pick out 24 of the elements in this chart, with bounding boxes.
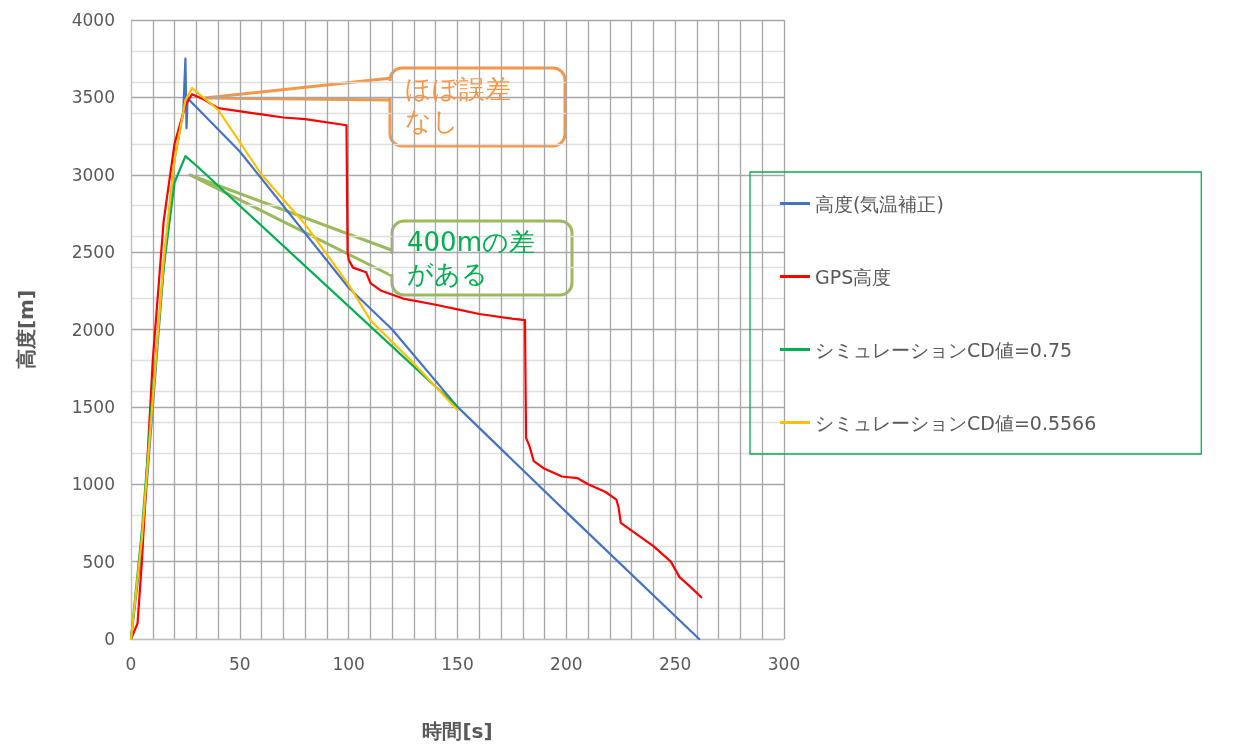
y-tick-label: 2500 xyxy=(71,242,115,263)
x-tick-label: 0 xyxy=(125,653,137,674)
y-tick-label: 3500 xyxy=(71,87,115,108)
x-tick-label: 150 xyxy=(441,653,474,674)
y-tick-label: 2000 xyxy=(71,319,115,340)
x-tick-label: 50 xyxy=(229,653,251,674)
x-tick-label: 100 xyxy=(332,653,365,674)
annotation: 400mの差がある xyxy=(407,226,536,290)
y-tick-label: 500 xyxy=(82,551,115,572)
x-tick-label: 250 xyxy=(658,653,692,674)
y-tick-label: 4000 xyxy=(71,10,115,30)
legend-label: シミュレーションCD値=0.75 xyxy=(815,338,1073,361)
y-tick-label: 1000 xyxy=(71,474,115,495)
legend-label: GPS高度 xyxy=(815,265,892,288)
legend-label: 高度(気温補正) xyxy=(815,192,944,215)
x-tick-label: 300 xyxy=(767,653,801,674)
legend-label: シミュレーションCD値=0.5566 xyxy=(815,411,1097,434)
y-tick-label: 1500 xyxy=(71,396,115,417)
y-tick-label: 0 xyxy=(104,629,115,649)
x-tick-label: 200 xyxy=(550,653,583,674)
y-tick-label: 3000 xyxy=(71,164,115,185)
annotation: ほぼ誤差なし xyxy=(405,73,512,137)
x-axis-title: 時間[s] xyxy=(422,719,493,743)
y-axis-title: 高度[m] xyxy=(14,289,38,370)
